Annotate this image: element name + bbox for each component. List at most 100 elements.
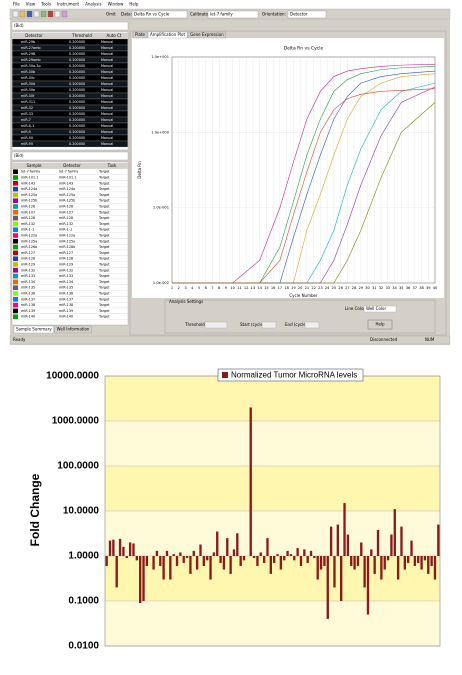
table-cell: miR-125b [21, 199, 37, 203]
table-row [12, 313, 128, 320]
table-cell: miR-136 [21, 292, 35, 296]
table-cell: Target [98, 274, 110, 278]
bar [356, 556, 360, 566]
tab[interactable] [147, 31, 188, 39]
tab[interactable] [13, 325, 54, 334]
bar [350, 556, 353, 566]
x-tick-label: 36 [406, 286, 411, 290]
x-tick-label: 14 [257, 286, 262, 290]
x-tick-label: 40 [433, 286, 438, 290]
menu-item[interactable]: Help [129, 2, 139, 7]
icon[interactable] [12, 10, 19, 18]
well-color [13, 227, 18, 232]
band [105, 556, 440, 601]
table-cell: miR-140 [21, 315, 35, 319]
tab[interactable] [132, 31, 148, 39]
x-tick-label: 34 [392, 286, 397, 290]
table-cell: 0.200000 [69, 130, 85, 134]
bar [427, 556, 430, 574]
detector-filter[interactable] [11, 21, 129, 31]
well-color [13, 210, 18, 215]
table-cell: miR-132 [59, 268, 73, 272]
threshold-input[interactable] [204, 321, 228, 329]
table-cell: miR-132 [21, 222, 35, 226]
table-cell: miR-107 [59, 210, 73, 214]
table-cell: 0.200000 [69, 124, 85, 128]
icon[interactable] [33, 10, 40, 18]
bar [326, 556, 329, 619]
orientation-select[interactable] [287, 10, 327, 19]
bar [236, 533, 239, 556]
x-tick-label: 35 [399, 286, 404, 290]
table-cell: Target [98, 292, 110, 296]
table-cell: Target [98, 228, 110, 232]
table-cell: miR-126b [59, 245, 75, 249]
calibrator-select[interactable] [207, 10, 259, 19]
line-color-select[interactable] [363, 305, 397, 313]
start-input[interactable] [261, 321, 277, 329]
tab[interactable] [187, 31, 226, 39]
x-tick-label: 13 [251, 286, 256, 290]
table-cell: miR-137 [21, 297, 35, 301]
bar [262, 556, 266, 563]
table-cell: miR-126b [21, 245, 37, 249]
menu-item[interactable]: File [13, 2, 20, 7]
table-cell: miR-127 [21, 251, 35, 255]
table-cell: miR-107 [21, 210, 35, 214]
column-header: Auto Ct [107, 33, 122, 38]
sample-filter[interactable] [11, 151, 129, 161]
omit-button[interactable]: Omit [106, 12, 116, 17]
table-cell: miR-32 [21, 106, 33, 110]
tab[interactable] [54, 325, 92, 334]
bar [256, 556, 259, 566]
x-axis-label: Cycle Number [289, 293, 318, 298]
table-cell: Manual [101, 94, 113, 98]
menu-item[interactable]: Instrument [57, 2, 79, 7]
end-input[interactable] [304, 321, 320, 329]
table-cell: Manual [101, 112, 113, 116]
bar [276, 554, 279, 556]
menu-item[interactable]: Tools [40, 2, 51, 7]
icon[interactable] [26, 10, 33, 18]
table-cell: miR-27amb [21, 46, 41, 50]
icon[interactable] [61, 10, 68, 18]
menu-item[interactable]: View [26, 2, 36, 7]
table-cell: 0.200000 [69, 64, 85, 68]
table-cell: miR-134 [59, 280, 73, 284]
analysis-settings-box [164, 299, 436, 334]
icon[interactable] [40, 10, 47, 18]
orientation-label: Orientation: [262, 12, 286, 17]
x-tick-label: 39 [426, 286, 431, 290]
tab-label: Gene Expression [190, 32, 224, 37]
x-tick-label: 11 [237, 286, 242, 290]
data-select[interactable] [131, 10, 188, 19]
table-cell: 0.200000 [69, 106, 85, 110]
menu-item[interactable]: Analysis [85, 2, 101, 7]
chart-title: Delta Rn vs Cycle [284, 46, 324, 52]
plot-panel [132, 38, 444, 298]
well-color [13, 204, 18, 209]
well-color [13, 181, 18, 186]
x-tick-label: 3 [184, 286, 186, 290]
toolbar-icons [12, 10, 68, 18]
well-color [13, 308, 18, 314]
x-tick-label: 9 [225, 286, 228, 290]
bar [366, 556, 370, 615]
table-cell: Target [98, 303, 110, 307]
help-button[interactable] [367, 319, 393, 330]
bar [142, 556, 145, 601]
icon[interactable] [54, 10, 61, 18]
table-cell: miR-101.1 [21, 176, 38, 180]
menu-item[interactable]: Window [108, 2, 125, 7]
table-header [12, 163, 128, 169]
icon[interactable] [47, 10, 54, 18]
help-label: Help [375, 322, 385, 327]
x-tick-label: 12 [244, 286, 249, 290]
bar [400, 526, 403, 556]
table-cell: miR-126 [59, 205, 73, 209]
table-cell: 0.200000 [69, 40, 85, 44]
icon[interactable] [19, 10, 26, 18]
table-cell: miR-7 [21, 118, 31, 122]
bar [430, 556, 433, 566]
